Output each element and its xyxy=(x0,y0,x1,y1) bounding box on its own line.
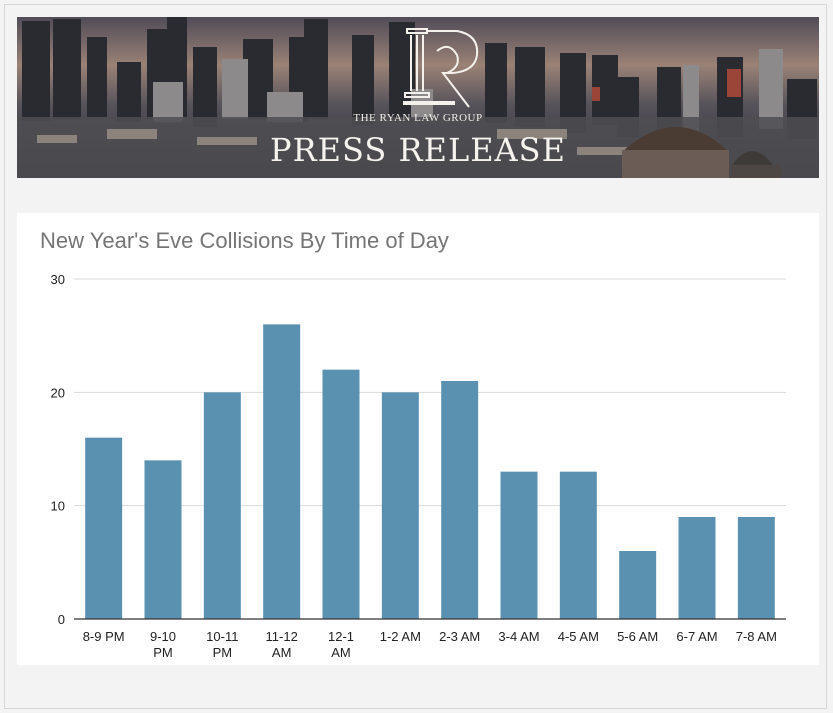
y-tick-label: 0 xyxy=(58,612,65,627)
bar xyxy=(737,517,775,619)
x-tick-label: 12-1 AM xyxy=(328,629,354,660)
collisions-bar-chart: New Year's Eve Collisions By Time of Day… xyxy=(40,228,786,660)
x-tick-label: 2-3 AM xyxy=(439,629,480,644)
bar xyxy=(203,392,241,619)
x-tick-label: 3-4 AM xyxy=(498,629,539,644)
bar xyxy=(441,381,479,619)
bar xyxy=(619,551,657,619)
x-tick-label: 9-10 PM xyxy=(150,629,176,660)
bar xyxy=(500,471,538,619)
x-tick-label: 10-11 PM xyxy=(206,629,238,660)
bar xyxy=(144,460,182,619)
bar xyxy=(322,369,360,619)
bar xyxy=(381,392,419,619)
y-tick-label: 30 xyxy=(51,272,65,287)
y-tick-label: 20 xyxy=(51,385,65,400)
chart-title: New Year's Eve Collisions By Time of Day xyxy=(40,228,449,253)
y-tick-label: 10 xyxy=(51,499,65,514)
x-tick-label: 6-7 AM xyxy=(676,629,717,644)
x-tick-label: 5-6 AM xyxy=(617,629,658,644)
x-tick-label: 11-12 AM xyxy=(266,629,298,660)
chart-card: New Year's Eve Collisions By Time of Day… xyxy=(17,213,819,665)
x-tick-label: 7-8 AM xyxy=(736,629,777,644)
x-tick-label: 4-5 AM xyxy=(558,629,599,644)
bar xyxy=(263,324,301,619)
x-tick-label: 1-2 AM xyxy=(380,629,421,644)
press-release-title: PRESS RELEASE xyxy=(270,131,566,169)
bar xyxy=(678,517,716,619)
brand-name: THE RYAN LAW GROUP xyxy=(353,112,483,124)
x-tick-label: 8-9 PM xyxy=(83,629,125,644)
ryan-law-group-logo xyxy=(403,28,479,108)
bar xyxy=(85,437,123,619)
press-release-banner: THE RYAN LAW GROUP PRESS RELEASE xyxy=(17,17,819,178)
bar xyxy=(559,471,597,619)
